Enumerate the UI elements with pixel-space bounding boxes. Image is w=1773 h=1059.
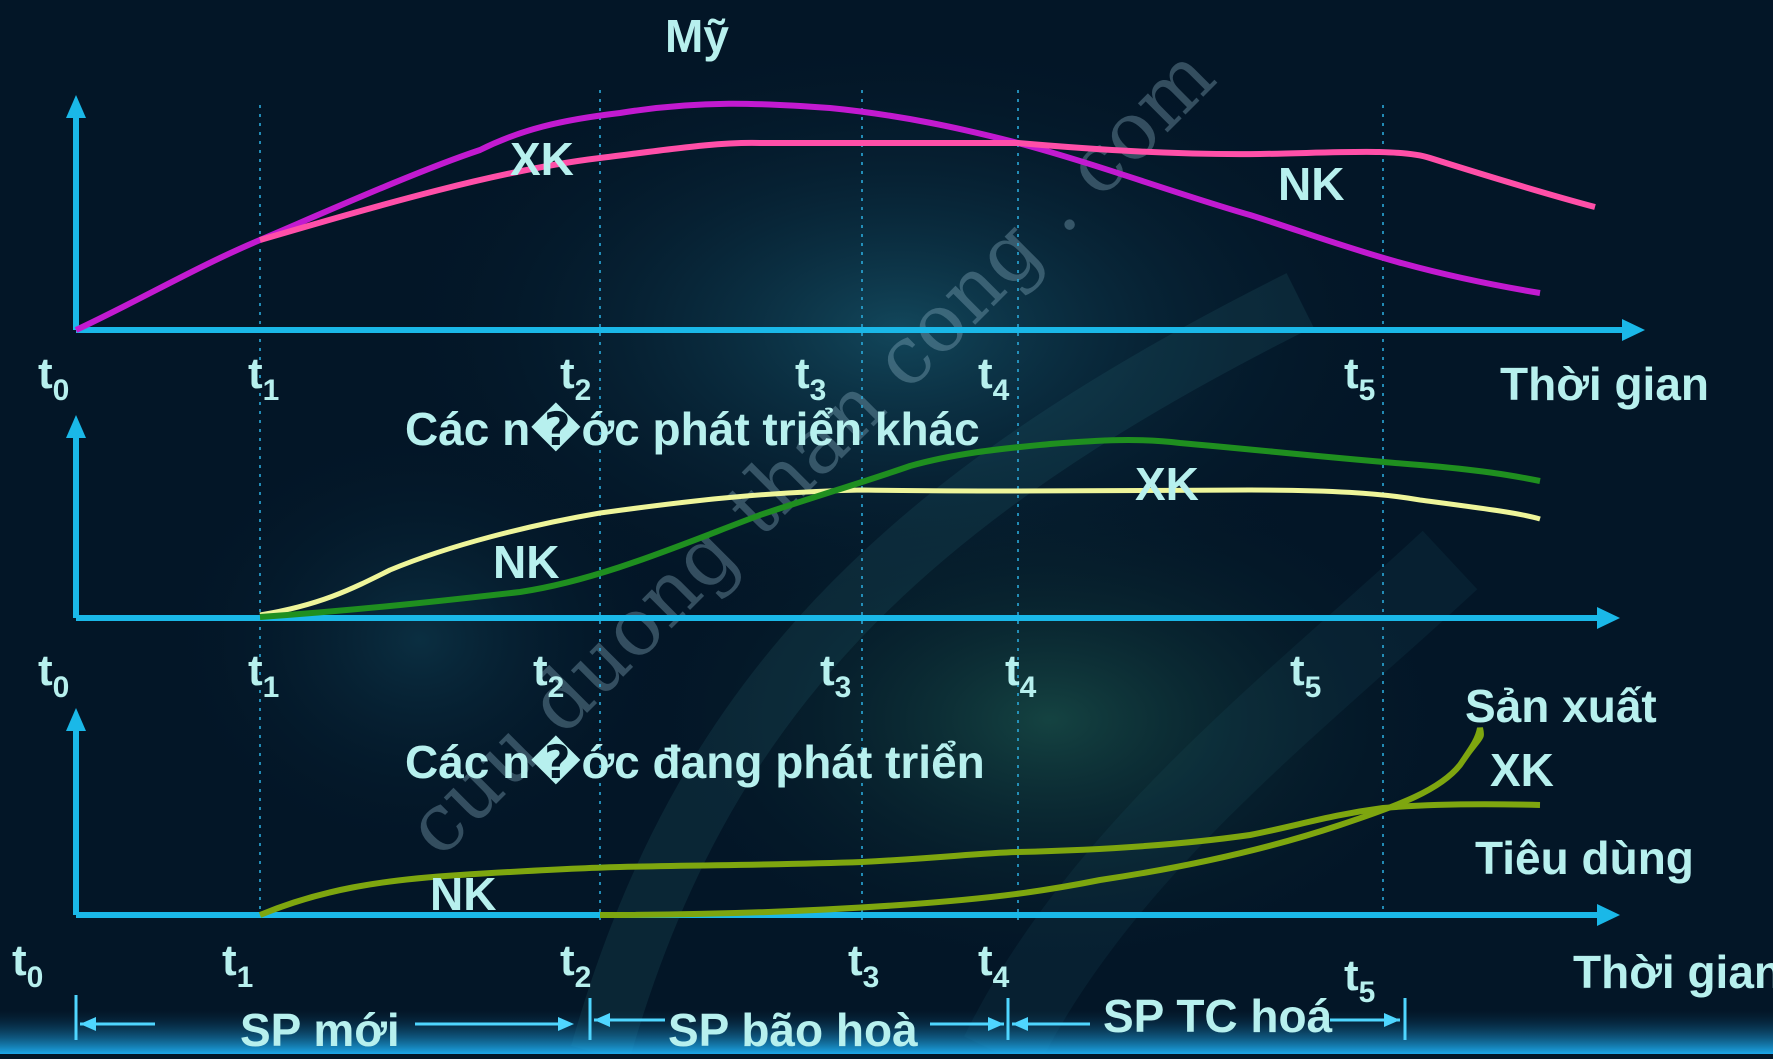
ldc-production-curve bbox=[599, 727, 1484, 918]
panel3-tick-t3: t3 bbox=[848, 936, 879, 994]
ldc-xk-label: XK bbox=[1490, 744, 1554, 796]
panel1-tick-t0: t0 bbox=[38, 349, 69, 407]
panel2-ticks: t0 t1 t2 t3 t4 t5 bbox=[38, 646, 1321, 704]
panel1-tick-t1: t1 bbox=[248, 349, 279, 407]
panel3-title: Các n�ớc đang phát triển bbox=[405, 735, 985, 788]
panel2-x-arrow bbox=[1597, 607, 1620, 629]
dev-nk-curve bbox=[259, 487, 1541, 618]
phase-saturated-product: SP bão hoà bbox=[668, 1004, 918, 1054]
panel2-tick-t1: t1 bbox=[248, 646, 279, 704]
panel1-x-axis-label: Thời gian bbox=[1500, 358, 1709, 410]
panel2-tick-t0: t0 bbox=[38, 646, 69, 704]
panel-usa: Mỹ XK NK t0 t1 t2 t3 t4 t5 Thời gian bbox=[38, 10, 1709, 410]
dev-xk-curve bbox=[259, 437, 1541, 620]
panel1-tick-t2: t2 bbox=[560, 349, 591, 407]
ldc-nk-xk-curve bbox=[258, 801, 1541, 918]
panel1-title: Mỹ bbox=[665, 10, 729, 62]
panel1-ticks: t0 t1 t2 t3 t4 t5 bbox=[38, 349, 1375, 407]
ldc-consumption-label: Tiêu dùng bbox=[1475, 832, 1694, 884]
panel2-tick-t3: t3 bbox=[820, 646, 851, 704]
ldc-nk-label: NK bbox=[430, 868, 496, 920]
panel-developing: Các n�ớc đang phát triển NK XK Sản xuất … bbox=[12, 680, 1773, 1009]
panel1-x-arrow bbox=[1622, 319, 1645, 341]
panel3-tick-t1: t1 bbox=[222, 936, 253, 994]
usa-nk-curve bbox=[259, 139, 1596, 243]
dev-nk-label: NK bbox=[493, 536, 559, 588]
panel1-y-arrow bbox=[66, 95, 86, 118]
panel3-x-axis-label: Thời gian bbox=[1573, 946, 1773, 998]
panel3-y-arrow bbox=[66, 708, 86, 731]
panel2-tick-t4: t4 bbox=[1005, 646, 1037, 704]
panel2-title: Các n�ớc phát triển khác bbox=[405, 402, 980, 455]
usa-xk-curve bbox=[74, 100, 1541, 333]
panel3-tick-t4: t4 bbox=[978, 936, 1010, 994]
dev-xk-label: XK bbox=[1135, 458, 1199, 510]
panel-other-developed: Các n�ớc phát triển khác NK XK t0 t1 t2 … bbox=[38, 402, 1620, 704]
usa-xk-label: XK bbox=[510, 133, 574, 185]
panel1-tick-t5: t5 bbox=[1344, 349, 1375, 407]
phase-new-product: SP mới bbox=[240, 1004, 400, 1054]
panel2-y-arrow bbox=[66, 415, 86, 438]
usa-nk-label: NK bbox=[1278, 158, 1344, 210]
phase-standardized-product: SP TC hoá bbox=[1103, 990, 1333, 1042]
ldc-production-label: Sản xuất bbox=[1465, 680, 1657, 732]
panel3-tick-t5: t5 bbox=[1344, 951, 1375, 1009]
panel3-x-arrow bbox=[1597, 904, 1620, 926]
panel3-tick-t2: t2 bbox=[560, 936, 591, 994]
panel1-tick-t3: t3 bbox=[795, 349, 826, 407]
panel2-tick-t2: t2 bbox=[533, 646, 564, 704]
panel3-tick-t0: t0 bbox=[12, 936, 43, 994]
panel1-tick-t4: t4 bbox=[978, 349, 1010, 407]
phase-brackets: SP mới SP bão hoà SP TC hoá bbox=[74, 990, 1407, 1056]
panel3-ticks: t0 t1 t2 t3 t4 t5 bbox=[12, 936, 1375, 1009]
panel2-tick-t5: t5 bbox=[1290, 646, 1321, 704]
